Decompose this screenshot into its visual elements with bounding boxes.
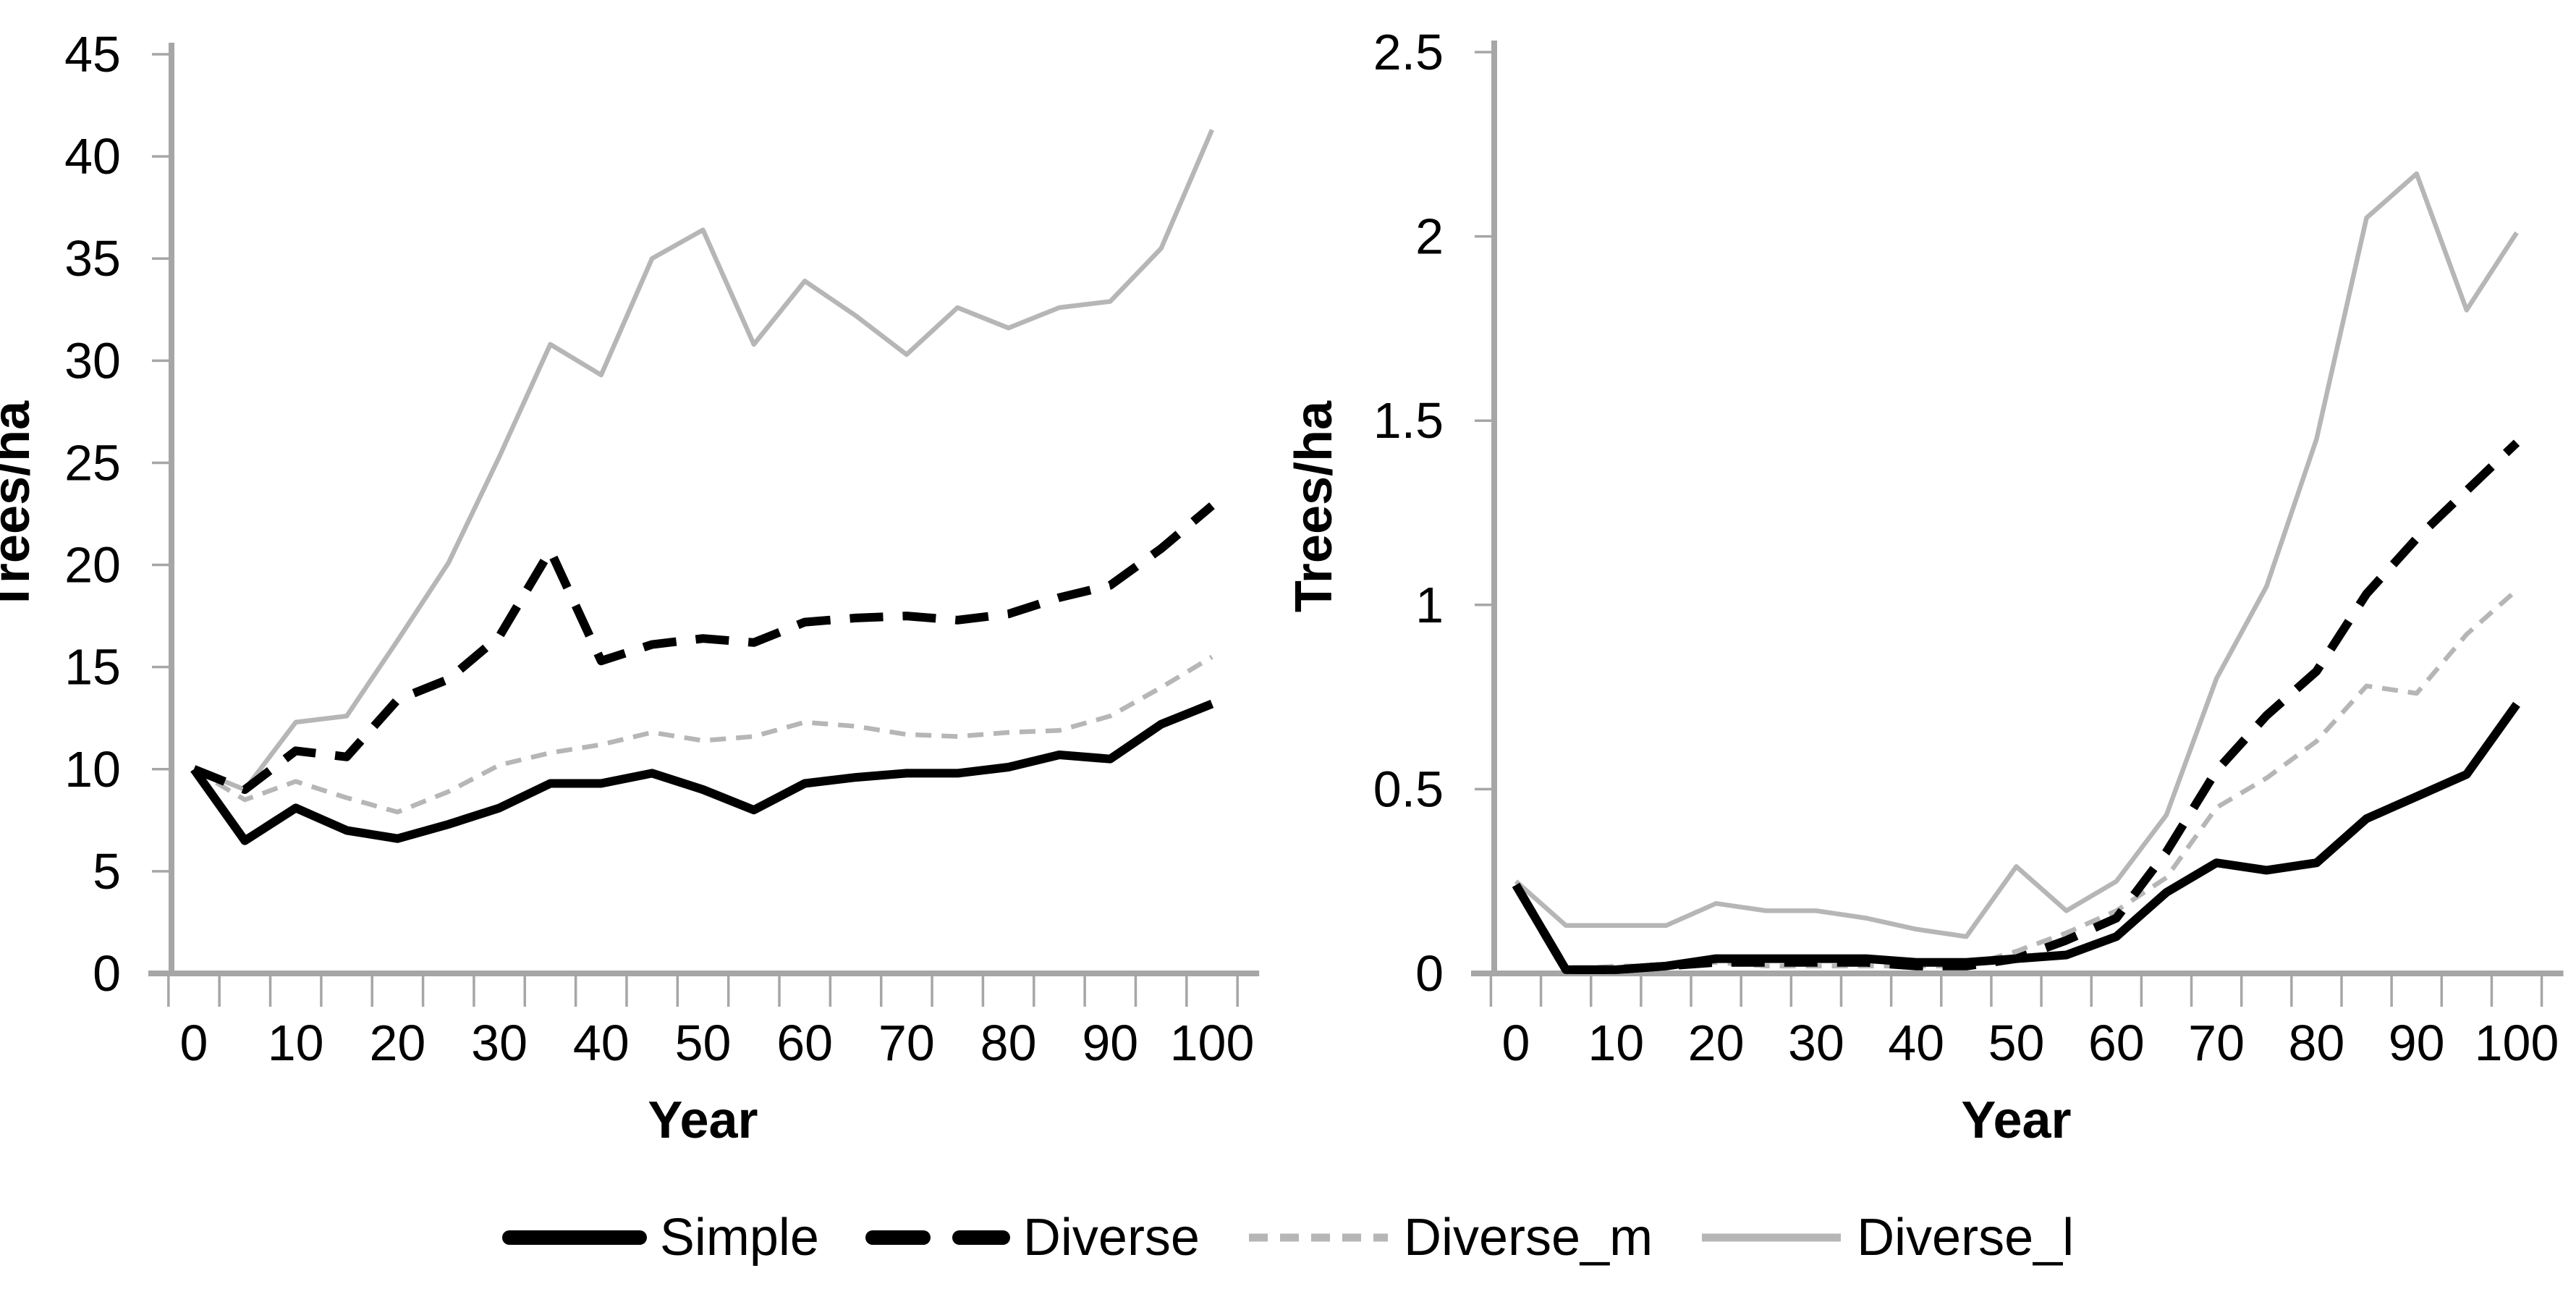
legend: Simple Diverse Diverse_m Diverse_l: [0, 1180, 2576, 1295]
y-tick-label: 25: [64, 434, 121, 491]
x-tick-label: 70: [2188, 1015, 2245, 1071]
chart-right-canvas: 0 0.5 1 1.5 2 2.5 0 10 20 30 40 50 60 70 80 90 100 Trees/…: [1288, 24, 2564, 1149]
x-tick-label: 50: [1988, 1015, 2045, 1071]
legend-line-sample-diverse_l: [1702, 1233, 1842, 1242]
x-tick-label: 10: [268, 1015, 324, 1071]
x-tick-label: 0: [1502, 1015, 1530, 1071]
series-line-diverse: [192, 502, 1215, 794]
x-tick-label: 30: [471, 1015, 528, 1071]
y-tick-label: 2: [1415, 208, 1444, 265]
y-tick-label: 35: [64, 230, 121, 287]
x-tick-label: 80: [980, 1015, 1037, 1071]
y-tick-label: 0: [93, 945, 121, 1002]
series-line-diverse: [1512, 439, 2520, 974]
y-tick-label: 40: [64, 128, 121, 185]
legend-label-diverse_l: Diverse_l: [1857, 1209, 2075, 1267]
y-tick-label: 2.5: [1373, 24, 1444, 80]
series-line-diverse_m: [1514, 588, 2519, 973]
legend-line-sample-diverse: [865, 1230, 1010, 1245]
chart-left-canvas: 0 5 10 15 20 25 30 35 40 45 0 10 20 30 40 50 60 70 80 90 100…: [0, 26, 1260, 1149]
y-tick-label: 15: [64, 639, 121, 696]
x-tick-label: 40: [573, 1015, 630, 1071]
legend-label-diverse_m: Diverse_m: [1403, 1209, 1653, 1267]
y-tick-label: 1: [1415, 577, 1444, 633]
series-line-simple: [1512, 701, 2520, 974]
legend-item-diverse_l: Diverse_l: [1699, 1212, 2074, 1264]
legend-label-simple: Simple: [659, 1209, 819, 1267]
y-tick-label: 10: [64, 741, 121, 798]
x-tick-label: 90: [1082, 1015, 1138, 1071]
x-tick-label: 30: [1788, 1015, 1844, 1071]
x-tick-label: 90: [2389, 1015, 2445, 1071]
series-line-diverse_l: [192, 129, 1214, 792]
y-tick-label: 45: [64, 26, 121, 83]
x-tick-label: 50: [675, 1015, 732, 1071]
series-line-simple: [190, 699, 1214, 845]
x-tick-label: 40: [1888, 1015, 1944, 1071]
y-tick-label: 0: [1415, 945, 1444, 1002]
x-tick-label: 100: [2475, 1015, 2559, 1071]
x-tick-label: 10: [1588, 1015, 1644, 1071]
x-tick-label: 80: [2288, 1015, 2344, 1071]
x-tick-label: 70: [878, 1015, 935, 1071]
y-tick-label: 30: [64, 332, 121, 389]
x-axis-title: Year: [1961, 1091, 2071, 1149]
chart-left-panel: 0 5 10 15 20 25 30 35 40 45 0 10 20 30 40 50 60 70 80 90 100…: [0, 0, 1288, 1172]
x-tick-label: 20: [1688, 1015, 1745, 1071]
y-axis-title: Trees/ha: [1288, 400, 1343, 612]
legend-line-sample-simple: [501, 1230, 647, 1245]
legend-item-diverse_m: Diverse_m: [1246, 1212, 1653, 1264]
legend-item-diverse: Diverse: [865, 1212, 1200, 1264]
legend-item-simple: Simple: [501, 1209, 819, 1267]
chart-right-panel: 0 0.5 1 1.5 2 2.5 0 10 20 30 40 50 60 70 80 90 100 Trees/…: [1288, 0, 2576, 1172]
x-tick-label: 20: [369, 1015, 425, 1071]
y-tick-label: 1.5: [1373, 392, 1444, 449]
x-axis-title: Year: [648, 1091, 758, 1149]
legend-line-sample-diverse_m: [1248, 1233, 1388, 1242]
y-tick-label: 0.5: [1373, 761, 1444, 817]
y-tick-label: 20: [64, 537, 121, 593]
series-line-diverse_m: [192, 654, 1213, 815]
legend-label-diverse: Diverse: [1022, 1209, 1200, 1267]
x-tick-label: 100: [1170, 1015, 1255, 1071]
x-tick-label: 60: [776, 1015, 833, 1071]
x-tick-label: 60: [2088, 1015, 2145, 1071]
series-line-diverse_l: [1514, 171, 2519, 939]
y-axis-title: Trees/ha: [0, 400, 41, 612]
y-tick-label: 5: [93, 843, 121, 900]
x-tick-label: 0: [180, 1015, 208, 1071]
